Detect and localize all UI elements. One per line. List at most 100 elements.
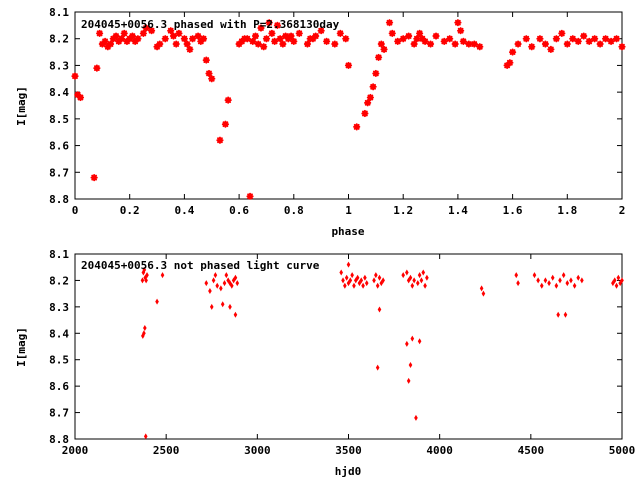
data-point <box>257 24 265 32</box>
data-point <box>279 40 287 48</box>
data-point <box>363 274 367 281</box>
data-point <box>361 109 369 118</box>
data-point <box>199 35 208 43</box>
data-point <box>208 288 212 294</box>
data-point <box>230 282 234 289</box>
x-tick-label: 1.2 <box>393 204 413 217</box>
data-point <box>419 277 424 284</box>
data-point <box>374 53 383 62</box>
y-tick-label: 8.4 <box>49 86 69 99</box>
x-tick-label: 2 <box>619 204 626 217</box>
data-point <box>574 37 582 45</box>
data-point <box>596 40 604 48</box>
data-point <box>211 277 216 284</box>
data-point <box>543 277 548 284</box>
data-point <box>359 277 364 284</box>
data-point <box>509 48 517 56</box>
data-point <box>479 285 484 292</box>
data-point <box>405 340 409 347</box>
data-point <box>350 272 354 279</box>
y-tick-label: 8.3 <box>49 301 69 314</box>
data-point <box>249 37 257 45</box>
data-point <box>76 93 85 102</box>
y-axis-ticks: 8.1 8.2 8.3 8.4 8.5 8.6 8.7 8.8 <box>49 6 622 206</box>
data-point <box>317 27 325 35</box>
data-point <box>516 280 520 287</box>
data-point <box>331 40 339 48</box>
data-point <box>457 27 465 35</box>
data-point <box>410 335 415 342</box>
data-point <box>183 40 191 48</box>
data-point <box>156 40 164 48</box>
data-point <box>202 56 210 64</box>
data-point <box>552 35 560 43</box>
data-point <box>352 282 356 289</box>
data-point <box>377 40 385 48</box>
data-point <box>204 280 209 287</box>
data-point <box>161 35 169 43</box>
x-tick-label: 0 <box>72 204 79 217</box>
data-point <box>233 274 238 281</box>
data-point <box>140 277 145 284</box>
data-point <box>558 277 562 284</box>
data-point <box>189 35 197 43</box>
data-point <box>476 43 484 51</box>
y-tick-label: 8.2 <box>49 33 69 46</box>
data-point <box>470 40 478 48</box>
data-point <box>222 280 227 287</box>
y-tick-label: 8.8 <box>49 433 69 446</box>
data-point <box>160 272 165 279</box>
data-point <box>408 362 413 368</box>
data-point <box>219 285 223 292</box>
x-tick-label: 1.4 <box>448 204 468 217</box>
x-axis-label: hjd0 <box>335 465 362 478</box>
x-axis-label: phase <box>331 225 364 238</box>
data-point <box>208 75 216 83</box>
data-point <box>134 35 142 43</box>
data-point <box>343 282 347 289</box>
data-point <box>465 40 473 48</box>
data-point <box>618 43 626 51</box>
data-point <box>312 32 320 40</box>
data-point <box>569 35 577 43</box>
y-tick-label: 8.7 <box>49 166 69 179</box>
data-point <box>348 277 353 284</box>
data-point <box>364 280 369 287</box>
data-point <box>565 280 570 287</box>
data-point <box>522 35 530 43</box>
data-point <box>607 37 615 45</box>
x-tick-label: 4000 <box>426 444 453 457</box>
x-tick-label: 3000 <box>244 444 271 457</box>
data-point <box>295 29 303 37</box>
data-point <box>528 43 536 51</box>
x-axis-ticks: 2000 2500 3000 3500 4000 4500 5000 <box>62 254 635 457</box>
data-point <box>180 35 188 43</box>
data-point <box>143 325 147 331</box>
data-point <box>213 272 218 279</box>
data-point <box>375 364 380 371</box>
data-point <box>554 282 559 289</box>
data-point <box>215 282 220 289</box>
y-tick-label: 8.2 <box>49 274 69 287</box>
data-point <box>432 32 440 40</box>
y-tick-label: 8.1 <box>49 248 69 261</box>
data-point <box>532 272 537 279</box>
data-point <box>406 377 411 384</box>
data-point <box>377 306 382 313</box>
data-point <box>421 37 429 45</box>
data-point <box>251 32 260 40</box>
data-point <box>408 274 413 281</box>
y-axis-label: I[mag] <box>15 86 28 126</box>
data-point <box>106 40 115 48</box>
data-point <box>539 282 544 289</box>
data-point <box>101 37 109 45</box>
data-point <box>262 35 271 43</box>
data-point <box>220 301 225 308</box>
data-point <box>254 40 262 48</box>
data-points <box>71 19 626 200</box>
data-point <box>415 280 420 287</box>
data-point <box>71 72 79 80</box>
x-tick-label: 4500 <box>518 444 545 457</box>
data-point <box>451 40 459 48</box>
data-point <box>616 274 621 281</box>
